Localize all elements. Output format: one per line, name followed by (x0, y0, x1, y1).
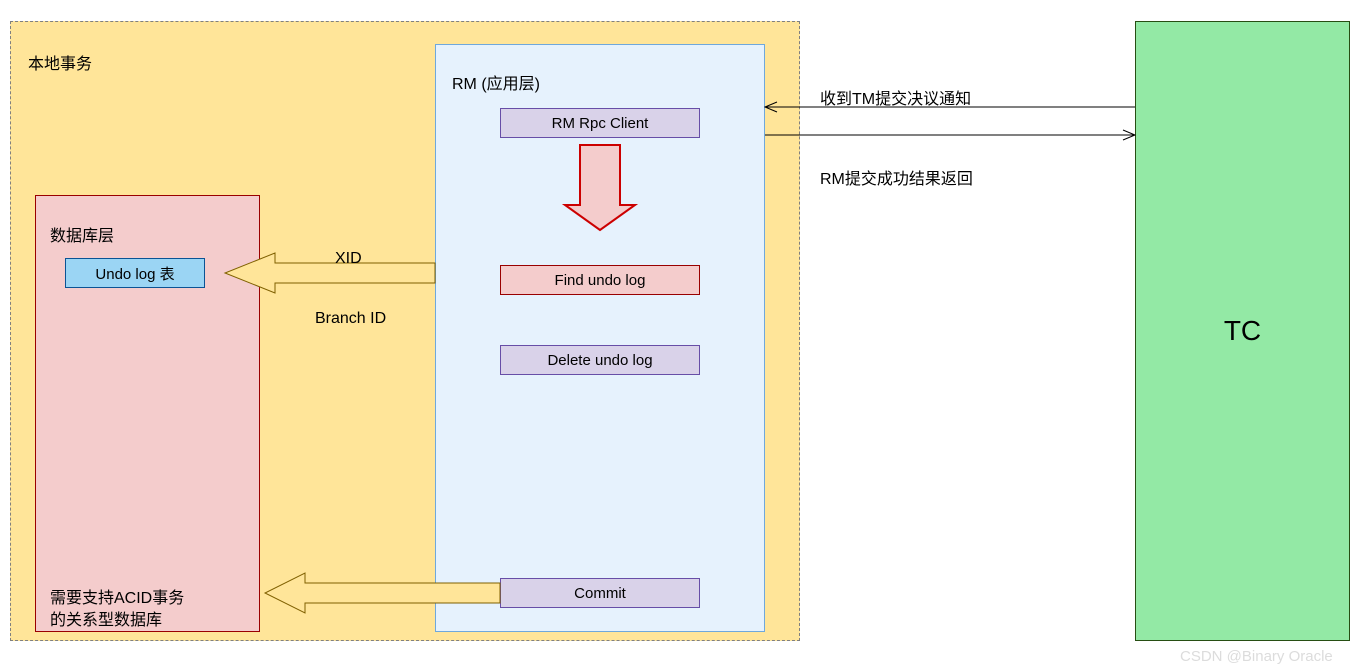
find-undo-log-node: Find undo log (500, 265, 700, 295)
delete-undo-log-node: Delete undo log (500, 345, 700, 375)
xid-label: XID (335, 250, 362, 268)
tm-notify-label: 收到TM提交决议通知 (820, 85, 971, 109)
undo-log-table-node: Undo log 表 (65, 258, 205, 288)
tc-node: TC (1135, 21, 1350, 641)
commit-label: Commit (574, 585, 626, 602)
rm-rpc-client-node: RM Rpc Client (500, 108, 700, 138)
tc-label: TC (1224, 315, 1261, 347)
db-footer-text: 需要支持ACID事务 的关系型数据库 (50, 588, 184, 632)
db-footer-line1: 需要支持ACID事务 (50, 588, 184, 610)
undo-log-table-label: Undo log 表 (95, 263, 174, 284)
branch-id-label: Branch ID (315, 310, 386, 328)
watermark: CSDN @Binary Oracle (1180, 648, 1333, 665)
local-tx-label: 本地事务 (28, 50, 92, 74)
commit-node: Commit (500, 578, 700, 608)
rm-rpc-client-label: RM Rpc Client (552, 115, 649, 132)
find-undo-log-label: Find undo log (555, 272, 646, 289)
rm-layer-label: RM (应用层) (452, 70, 540, 94)
db-layer-label: 数据库层 (50, 222, 114, 246)
rm-result-label: RM提交成功结果返回 (820, 165, 973, 189)
db-footer-line2: 的关系型数据库 (50, 610, 184, 632)
delete-undo-log-label: Delete undo log (547, 352, 652, 369)
